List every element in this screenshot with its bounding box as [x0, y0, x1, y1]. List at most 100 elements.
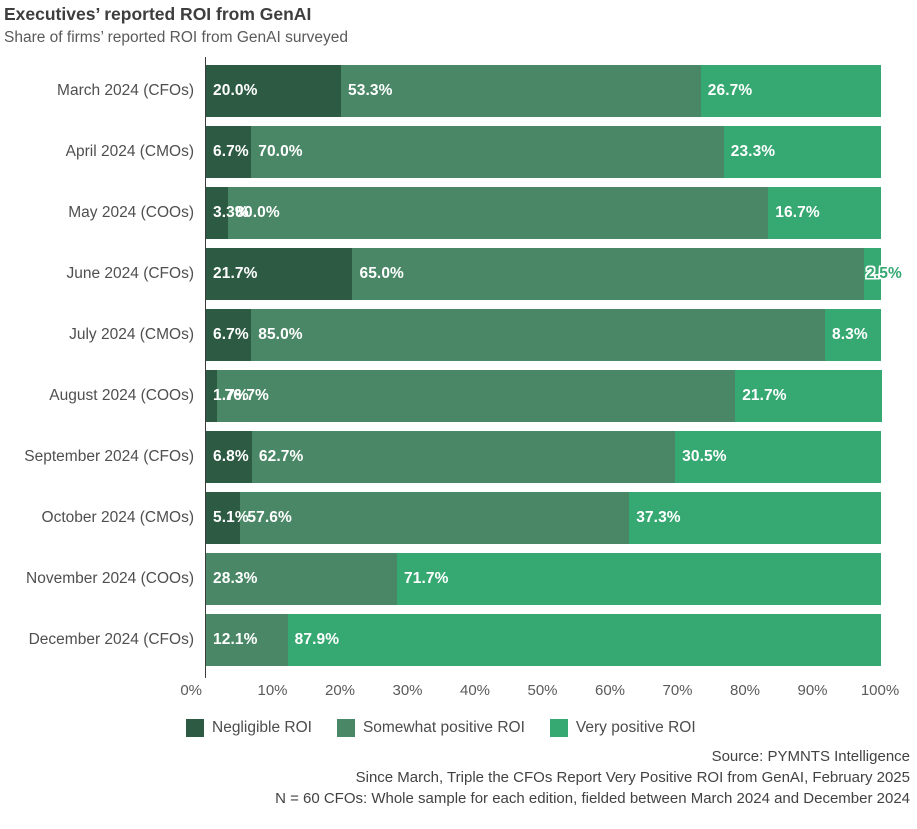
- x-tick-label: 90%: [797, 682, 828, 699]
- segment-value-label: 57.6%: [247, 509, 292, 526]
- legend-item: Somewhat positive ROI: [336, 719, 525, 737]
- plot-area: March 2024 (CFOs) 20.0% 53.3% 26.7% April 20…: [0, 65, 917, 675]
- x-tick-label: 80%: [729, 682, 761, 699]
- y-axis-line: [205, 57, 206, 678]
- legend-label: Negligible ROI: [212, 719, 312, 736]
- segment-value-label: 16.7%: [775, 204, 820, 221]
- x-tick-label: 100%: [860, 682, 900, 699]
- bar-segment-somewhat: [251, 126, 724, 178]
- legend-swatch: [336, 719, 355, 737]
- segment-value-label: 70.0%: [258, 143, 303, 160]
- bar-segment-negligible: [206, 492, 241, 544]
- segment-value-label: 5.1%: [213, 509, 249, 526]
- stacked-bar: 20.0% 53.3% 26.7%: [206, 65, 881, 117]
- bar-segment-very: [735, 370, 882, 422]
- segment-value-label: 71.7%: [404, 570, 449, 587]
- bar-segment-somewhat: [251, 431, 676, 483]
- bar-segment-very: [723, 126, 881, 178]
- segment-value-label: 2.5%: [866, 265, 902, 282]
- chart-footer: Source: PYMNTS Intelligence Since March,…: [275, 746, 910, 809]
- chart-title: Executives’ reported ROI from GenAI: [4, 4, 312, 24]
- bar-row: June 2024 (CFOs) 21.7% 65.0% 2.5%: [0, 248, 917, 300]
- stacked-bar: 3.3% 80.0% 16.7%: [206, 187, 881, 239]
- x-tick-label: 30%: [392, 682, 423, 699]
- bar-segment-negligible: [206, 65, 341, 117]
- legend: Negligible ROI Somewhat positive ROI Very …: [186, 719, 696, 737]
- report-line: Since March, Triple the CFOs Report Very…: [355, 769, 910, 786]
- bar-segment-very: [700, 65, 881, 117]
- category-label: June 2024 (CFOs): [66, 265, 195, 282]
- stacked-bar: 6.7% 85.0% 8.3%: [206, 309, 881, 361]
- bar-segment-negligible: [206, 248, 353, 300]
- segment-value-label: 28.3%: [213, 570, 258, 587]
- category-label: May 2024 (COOs): [68, 204, 194, 221]
- legend-swatch: [186, 719, 204, 737]
- x-tick-label: 70%: [662, 682, 693, 699]
- category-label: December 2024 (CFOs): [28, 631, 194, 648]
- bar-row: August 2024 (COOs) 1.7% 76.7% 21.7%: [0, 370, 917, 422]
- segment-value-label: 8.3%: [831, 326, 868, 343]
- bar-segment-very: [287, 614, 881, 666]
- legend-item: Very positive ROI: [549, 719, 696, 737]
- segment-value-label: 1.7%: [213, 387, 249, 404]
- bar-row: September 2024 (CFOs) 6.8% 62.7% 30.5%: [0, 431, 917, 483]
- chart-subtitle: Share of firms’ reported ROI from GenAI …: [4, 29, 348, 46]
- stacked-bar: 5.1% 57.6% 37.3%: [206, 492, 881, 544]
- segment-value-label: 23.3%: [730, 143, 776, 160]
- bar-segment-somewhat: [251, 309, 825, 361]
- legend-swatch: [549, 719, 568, 737]
- bar-segment-negligible: [206, 187, 229, 239]
- bar-segment-somewhat: [341, 65, 701, 117]
- x-tick-label: 50%: [527, 682, 558, 699]
- category-label: April 2024 (CMOs): [65, 143, 194, 160]
- bar-segment-negligible: [206, 126, 252, 178]
- segment-value-label: 6.8%: [213, 448, 249, 465]
- legend-label: Very positive ROI: [575, 719, 696, 736]
- stacked-bar: 28.3% 71.7%: [206, 553, 881, 605]
- segment-value-label: 53.3%: [348, 82, 393, 99]
- x-tick-label: 0%: [180, 682, 202, 699]
- bar-segment-negligible: [206, 370, 218, 422]
- category-label: October 2024 (CMOs): [41, 509, 194, 526]
- segment-value-label: 21.7%: [213, 265, 258, 282]
- stacked-bar: 12.1% 87.9%: [206, 614, 881, 666]
- category-label: July 2024 (CMOs): [69, 326, 194, 343]
- x-tick-label: 20%: [324, 682, 356, 699]
- bar-segment-negligible: [206, 309, 252, 361]
- stacked-bar: 1.7% 76.7% 21.7%: [206, 370, 882, 422]
- legend-item: Negligible ROI: [186, 719, 312, 737]
- segment-value-label: 12.1%: [213, 631, 258, 648]
- segment-value-label: 76.7%: [224, 387, 269, 404]
- segment-value-label: 21.7%: [742, 387, 787, 404]
- bar-segment-somewhat: [217, 370, 736, 422]
- stacked-bar: 6.7% 70.0% 23.3%: [206, 126, 881, 178]
- segment-value-label: 6.7%: [213, 143, 249, 160]
- segment-value-label: 62.7%: [258, 448, 304, 465]
- segment-value-label: 37.3%: [636, 509, 681, 526]
- source-line: Source: PYMNTS Intelligence: [711, 748, 910, 765]
- legend-label: Somewhat positive ROI: [362, 719, 525, 736]
- bar-segment-negligible: [206, 431, 252, 483]
- segment-value-label: 26.7%: [707, 82, 753, 99]
- category-label: September 2024 (CFOs): [24, 448, 194, 465]
- segment-value-label: 85.0%: [258, 326, 303, 343]
- bar-row: October 2024 (CMOs) 5.1% 57.6% 37.3%: [0, 492, 917, 544]
- sample-line: N = 60 CFOs: Whole sample for each editi…: [275, 790, 910, 807]
- bar-segment-somewhat: [206, 553, 398, 605]
- x-tick-label: 40%: [459, 682, 491, 699]
- bar-segment-very: [675, 431, 881, 483]
- category-label: August 2024 (COOs): [49, 387, 194, 404]
- bar-segment-very: [768, 187, 881, 239]
- x-tick-label: 10%: [257, 682, 288, 699]
- bar-row: March 2024 (CFOs) 20.0% 53.3% 26.7%: [0, 65, 917, 117]
- category-label: November 2024 (COOs): [26, 570, 194, 587]
- x-axis: 0% 10% 20% 30% 40% 50% 60% 70% 80% 90% 100%: [0, 682, 917, 702]
- bar-segment-somewhat: [228, 187, 769, 239]
- bar-segment-very: [864, 248, 881, 300]
- segment-value-label: 3.3%: [213, 204, 249, 221]
- bar-row: December 2024 (CFOs) 12.1% 87.9%: [0, 614, 917, 666]
- bar-segment-somewhat: [352, 248, 865, 300]
- bar-row: May 2024 (COOs) 3.3% 80.0% 16.7%: [0, 187, 917, 239]
- segment-value-label: 20.0%: [213, 82, 258, 99]
- bar-row: November 2024 (COOs) 28.3% 71.7%: [0, 553, 917, 605]
